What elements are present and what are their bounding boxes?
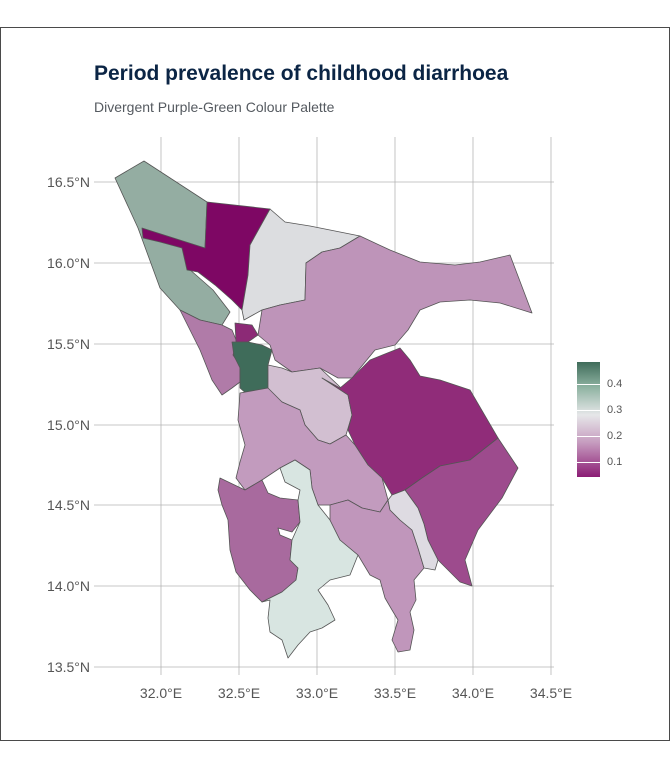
lat-label-15: 15.0°N	[47, 417, 90, 433]
map-subtitle: Divergent Purple-Green Colour Palette	[94, 99, 335, 115]
lon-label-32: 32.0°E	[139, 685, 183, 701]
lon-label-34-5: 34.5°E	[529, 685, 573, 701]
map-title: Period prevalence of childhood diarrhoea	[94, 62, 509, 85]
legend-tick-mark	[577, 384, 600, 385]
region-north-east-light-purple	[257, 235, 533, 379]
lat-label-16: 16.0°N	[47, 255, 90, 271]
legend-tick-mark	[577, 462, 600, 463]
region-southwest-purple	[217, 477, 301, 603]
lon-label-34: 34.0°E	[451, 685, 495, 701]
lat-label-13-5: 13.5°N	[47, 659, 90, 675]
legend-tick-label: 0.2	[607, 430, 623, 442]
region-west-mauve	[179, 309, 241, 396]
lon-label-32-5: 32.5°E	[217, 685, 261, 701]
lat-label-15-5: 15.5°N	[47, 336, 90, 352]
regions	[114, 160, 533, 659]
lat-label-14: 14.0°N	[47, 578, 90, 594]
region-central-small-purple	[234, 322, 259, 343]
region-southeast-light-grey	[387, 489, 439, 571]
legend-tick-label: 0.4	[607, 378, 623, 390]
legend-colorbar	[577, 362, 600, 477]
plot-frame	[0, 27, 670, 741]
lat-label-16-5: 16.5°N	[47, 174, 90, 190]
legend-tick-label: 0.1	[607, 456, 623, 468]
lon-label-33-5: 33.5°E	[373, 685, 417, 701]
legend-tick-mark	[577, 410, 600, 411]
lon-label-33: 33.0°E	[295, 685, 339, 701]
lat-label-14-5: 14.5°N	[47, 497, 90, 513]
legend-tick-label: 0.3	[607, 404, 623, 416]
legend-tick-mark	[577, 436, 600, 437]
